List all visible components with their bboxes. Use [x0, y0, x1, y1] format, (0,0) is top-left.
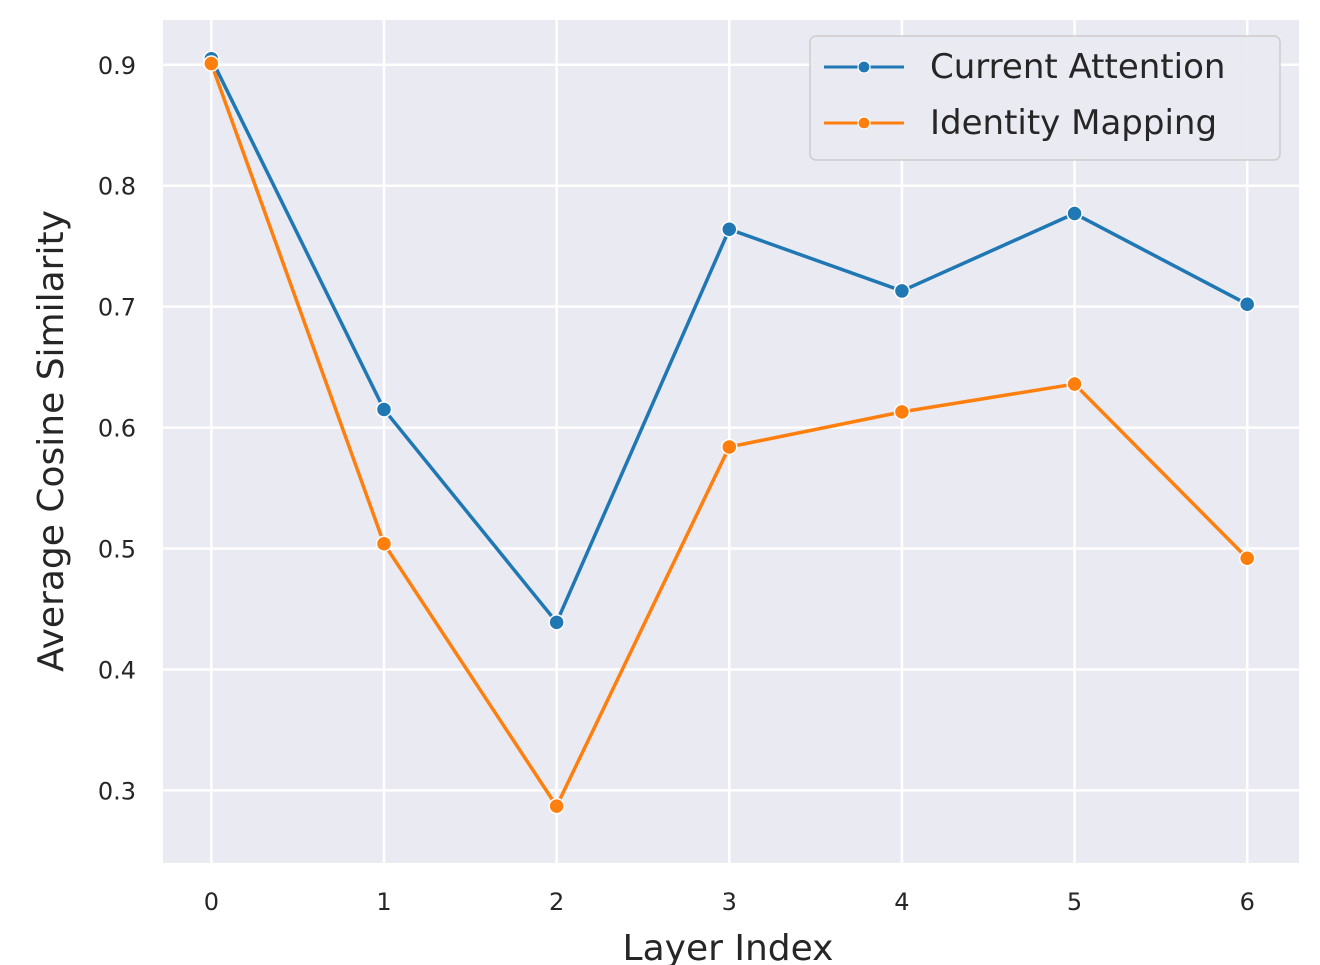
y-tick-label-0_5: 0.5: [98, 536, 136, 564]
y-tick-label-0_6: 0.6: [98, 415, 136, 443]
data-point-current-attention-2: [548, 614, 565, 631]
data-point-identity-mapping-4: [893, 403, 911, 421]
y-tick-label-0_4: 0.4: [98, 656, 136, 684]
data-point-identity-mapping-6: [1238, 549, 1256, 567]
y-axis-label: Average Cosine Similarity: [31, 210, 72, 672]
y-tick-label-0_3: 0.3: [98, 777, 136, 805]
data-point-identity-mapping-2: [548, 797, 565, 815]
data-point-current-attention-3: [721, 220, 738, 238]
ticks: 0 1 2 3 4 5 6 0.3 0.4 0.5 0.6 0.7 0.8 0.9: [98, 52, 1255, 916]
grid: [163, 20, 1299, 863]
y-tick-label-0_7: 0.7: [98, 294, 136, 322]
x-tick-label-2: 2: [549, 888, 564, 916]
x-tick-label-3: 3: [722, 888, 737, 916]
data-point-identity-mapping-0: [203, 55, 220, 72]
series-identity-mapping: [203, 55, 1256, 815]
y-tick-label-0_9: 0.9: [98, 52, 136, 80]
data-point-current-attention-6: [1238, 295, 1256, 313]
data-point-current-attention-1: [375, 401, 393, 418]
legend-marker-current-attention: [857, 60, 871, 74]
data-point-identity-mapping-3: [721, 438, 738, 456]
series-current-attention: [203, 50, 1256, 631]
x-tick-label-5: 5: [1067, 888, 1082, 916]
data-point-identity-mapping-5: [1066, 375, 1083, 393]
series: [203, 50, 1256, 815]
data-point-identity-mapping-1: [375, 535, 393, 552]
x-tick-label-1: 1: [376, 888, 391, 916]
data-point-current-attention-4: [893, 282, 911, 300]
y-tick-label-0_8: 0.8: [98, 173, 136, 201]
legend-label-current-attention: Current Attention: [930, 47, 1225, 87]
data-point-current-attention-5: [1066, 205, 1083, 222]
x-tick-label-4: 4: [894, 888, 909, 916]
legend-label-identity-mapping: Identity Mapping: [930, 103, 1217, 143]
x-axis-label: Layer Index: [623, 928, 834, 965]
legend: Current Attention Identity Mapping: [809, 35, 1281, 161]
x-tick-label-6: 6: [1240, 888, 1255, 916]
x-tick-label-0: 0: [204, 888, 219, 916]
legend-marker-identity-mapping: [857, 116, 871, 130]
legend-box: [809, 35, 1281, 161]
